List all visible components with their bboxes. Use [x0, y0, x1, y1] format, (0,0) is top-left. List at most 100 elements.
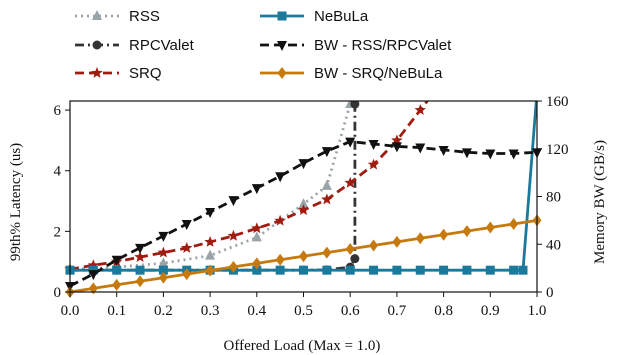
series-point-2	[321, 193, 333, 205]
series-point-5	[205, 264, 215, 277]
legend-marker	[277, 41, 287, 51]
series-point-5	[369, 239, 379, 252]
series-point-4	[181, 219, 192, 230]
series-point-4	[228, 196, 239, 207]
y-axis-title: 99th% Latency (us)	[8, 143, 24, 261]
series-point-3	[392, 265, 402, 275]
series-point-3	[369, 265, 379, 275]
series-point-5	[345, 243, 355, 256]
y2-tick-label: 40	[546, 237, 561, 253]
series-point-5	[275, 253, 285, 266]
series-point-2	[87, 259, 100, 271]
y2-tick-label: 80	[546, 190, 561, 206]
x-axis-title: Offered Load (Max = 1.0)	[224, 338, 381, 354]
series-point-2	[204, 236, 216, 247]
series-point-4	[391, 142, 402, 153]
legend-marker	[277, 67, 287, 79]
series-point-3	[462, 265, 472, 275]
series-point-5	[415, 232, 425, 245]
x-tick-label: 0.0	[61, 303, 80, 319]
series-point-2	[274, 214, 286, 226]
series-point-0	[321, 179, 332, 190]
series-point-3	[135, 265, 145, 275]
series-point-2	[157, 246, 170, 258]
axes: 0.0 0.1 0.2 0.3 0.4 0.5 0.6 0.7 0.8 0.9 1.0 0 2 4 6 0 40…	[54, 94, 569, 319]
y-tick-label: 6	[54, 103, 62, 119]
series-group	[64, 101, 542, 298]
series-point-0	[251, 231, 262, 242]
plot-area	[64, 101, 542, 298]
plot-frame	[69, 100, 538, 293]
legend-marker	[92, 40, 102, 50]
series-point-3	[509, 265, 519, 275]
series-point-4	[135, 243, 146, 254]
legend-label: SRQ	[129, 65, 162, 82]
x-tick-label: 0.6	[341, 303, 360, 319]
series-point-5	[322, 246, 332, 259]
x-tick-label: 0.9	[481, 303, 500, 319]
series-point-4	[321, 147, 332, 158]
y-tick-label: 2	[54, 224, 62, 240]
x-tick-label: 0.8	[434, 303, 453, 319]
series-line-4	[69, 140, 538, 288]
series-point-2	[134, 251, 146, 262]
series-point-5	[112, 278, 122, 291]
series-point-5	[182, 268, 192, 281]
series-point-3	[158, 265, 168, 275]
series-point-4	[485, 149, 496, 160]
legend-marker	[92, 10, 102, 20]
x-tick-label: 0.4	[247, 303, 266, 319]
legend-label: NeBuLa	[314, 8, 369, 25]
y-tick-label: 4	[54, 164, 62, 180]
series-point-0	[158, 257, 169, 268]
x-tick-label: 0.3	[201, 303, 220, 319]
series-point-4	[298, 159, 309, 170]
series-line-2	[69, 101, 430, 271]
x-tick-label: 0.7	[388, 303, 407, 319]
series-point-4	[438, 145, 449, 156]
series-point-4	[88, 270, 99, 281]
series-point-0	[298, 198, 309, 209]
series-point-2	[414, 104, 426, 115]
series-point-4	[345, 137, 356, 148]
series-point-5	[299, 250, 308, 263]
series-point-5	[158, 271, 168, 284]
series-point-3	[439, 265, 449, 275]
y2-tick-label: 0	[546, 285, 554, 301]
series-point-3	[518, 265, 528, 275]
y2-tick-label: 120	[546, 142, 569, 158]
series-point-2	[344, 176, 356, 188]
series-point-4	[508, 149, 519, 160]
series-point-5	[392, 235, 402, 248]
series-point-3	[275, 265, 285, 275]
x-tick-label: 0.1	[107, 303, 126, 319]
x-tick-label: 0.2	[154, 303, 173, 319]
series-point-4	[251, 184, 262, 195]
legend-marker	[277, 11, 287, 21]
series-point-3	[322, 265, 332, 275]
series-point-1	[350, 254, 360, 264]
series-point-4	[275, 172, 286, 183]
series-point-2	[367, 158, 380, 170]
legend-label: BW - SRQ/NeBuLa	[314, 65, 443, 82]
series-point-2	[297, 204, 310, 215]
series-point-5	[509, 217, 519, 230]
series-point-3	[299, 265, 308, 275]
series-point-1	[350, 101, 360, 109]
series-line-3	[70, 101, 538, 272]
series-point-4	[111, 255, 122, 266]
series-point-3	[252, 265, 262, 275]
legend-label: BW - RSS/RPCValet	[314, 37, 452, 54]
series-point-5	[228, 260, 238, 273]
y2-tick-label: 160	[546, 94, 569, 110]
series-point-2	[251, 222, 263, 234]
legend: RSS RPCValet SRQ NeBuLa BW - RSS/RPCValet BW …	[75, 8, 452, 82]
series-point-4	[205, 208, 216, 219]
series-point-2	[181, 242, 193, 253]
series-point-5	[462, 225, 472, 238]
legend-label: RPCValet	[129, 37, 195, 54]
series-point-3	[415, 265, 425, 275]
legend-marker	[91, 67, 103, 78]
series-point-0	[205, 249, 216, 260]
series-point-4	[368, 139, 379, 150]
